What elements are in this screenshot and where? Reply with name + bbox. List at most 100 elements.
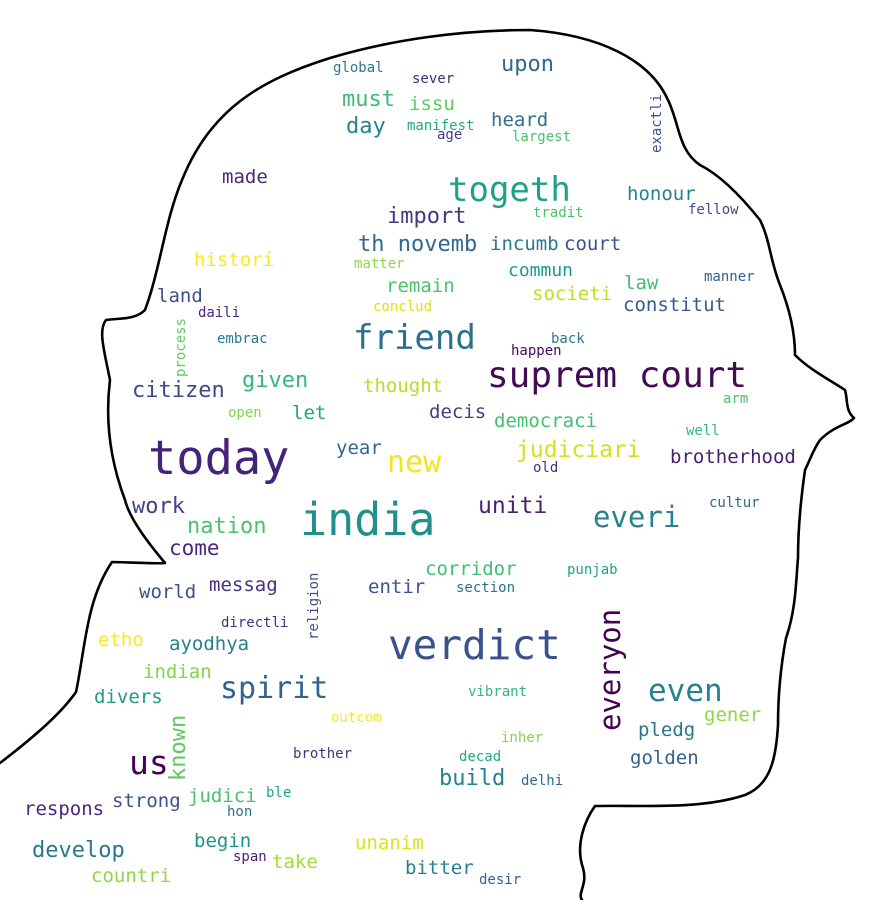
word-democraci: democraci [494, 410, 597, 432]
word-us: us [129, 743, 169, 782]
word-even: even [648, 673, 723, 709]
word-gener: gener [704, 704, 762, 726]
word-day: day [346, 114, 386, 139]
word-upon: upon [501, 52, 554, 77]
word-judici: judici [188, 785, 257, 807]
word-year: year [336, 437, 382, 459]
word-manner: manner [704, 269, 755, 285]
word-build: build [439, 766, 506, 791]
word-entir: entir [368, 576, 426, 598]
word-exactli: exactli [649, 93, 665, 153]
word-brotherhood: brotherhood [670, 446, 796, 468]
word-develop: develop [32, 838, 125, 863]
word-let: let [292, 402, 327, 424]
word-open: open [228, 405, 262, 421]
word-hon: hon [227, 804, 253, 820]
word-ble: ble [266, 785, 292, 801]
word-th-novemb: th novemb [358, 232, 478, 257]
word-nation: nation [187, 514, 267, 539]
word-world: world [139, 581, 197, 603]
word-unanim: unanim [355, 832, 424, 854]
word-honour: honour [627, 183, 696, 205]
word-sever: sever [412, 71, 455, 87]
word-import: import [387, 204, 467, 229]
word-india: india [300, 493, 436, 546]
word-everyon: everyon [593, 608, 627, 731]
word-happen: happen [511, 343, 562, 359]
word-today: today [148, 431, 290, 486]
word-friend: friend [353, 318, 476, 358]
word-punjab: punjab [567, 562, 618, 578]
word-pledg: pledg [638, 719, 696, 741]
word-fellow: fellow [688, 202, 739, 218]
word-given: given [242, 368, 309, 393]
word-come: come [169, 536, 220, 560]
word-corridor: corridor [425, 558, 517, 580]
word-back: back [551, 331, 585, 347]
word-remain: remain [386, 275, 455, 297]
word-span: span [233, 849, 267, 865]
word-countri: countri [91, 865, 172, 887]
word-spirit: spirit [220, 671, 329, 706]
word-begin: begin [194, 830, 252, 852]
word-manifest: manifest [407, 118, 475, 134]
word-directli: directli [221, 615, 289, 631]
word-messag: messag [209, 574, 278, 596]
word-matter: matter [354, 256, 405, 272]
word-desir: desir [479, 872, 522, 888]
word-land: land [157, 285, 203, 307]
word-constitut: constitut [623, 294, 726, 316]
word-divers: divers [94, 686, 163, 708]
word-section: section [456, 580, 516, 596]
word-largest: largest [512, 129, 572, 145]
word-embrac: embrac [217, 331, 268, 347]
word-brother: brother [293, 746, 353, 762]
word-new: new [387, 445, 442, 480]
word-process: process [173, 317, 189, 377]
word-daili: daili [198, 305, 241, 321]
word-inher: inher [501, 730, 544, 746]
word-societi: societi [532, 283, 613, 305]
word-histori: historí [194, 249, 275, 271]
word-everi: everi [593, 500, 681, 534]
word-take: take [272, 851, 318, 873]
word-well: well [686, 423, 720, 439]
word-old: old [533, 460, 559, 476]
word-age: age [437, 127, 463, 143]
word-thought: thought [363, 375, 444, 397]
word-golden: golden [630, 747, 699, 769]
word-etho: etho [98, 629, 144, 651]
word-incumb: incumb [490, 233, 559, 255]
word-cultur: cultur [709, 495, 760, 511]
word-verdict: verdict [388, 621, 561, 669]
word-ayodhya: ayodhya [169, 633, 250, 655]
word-heard: heard [491, 109, 549, 131]
word-delhi: delhi [521, 773, 564, 789]
word-respons: respons [24, 798, 105, 820]
word-togeth: togeth [448, 170, 571, 210]
word-strong: strong [112, 790, 181, 812]
word-religion: religion [306, 572, 322, 640]
word-law: law [624, 272, 659, 294]
word-outcom: outcom [331, 710, 382, 726]
word-commun: commun [508, 260, 574, 281]
word-made: made [222, 166, 268, 188]
word-indian: indian [143, 661, 212, 683]
word-suprem-court: suprem court [487, 355, 748, 396]
word-bitter: bitter [405, 857, 474, 879]
word-issu: issu [409, 93, 455, 115]
word-tradit: tradit [533, 205, 584, 221]
word-judiciari: judiciari [516, 437, 641, 463]
word-conclud: conclud [373, 299, 433, 315]
word-decad: decad [459, 749, 502, 765]
word-uniti: uniti [478, 493, 548, 519]
word-arm: arm [723, 391, 749, 407]
word-known: known [166, 714, 191, 781]
word-work: work [132, 494, 185, 519]
word-must: must [342, 87, 395, 112]
word-citizen: citizen [132, 378, 225, 403]
word-vibrant: vibrant [468, 684, 528, 700]
word-global: global [333, 60, 384, 76]
